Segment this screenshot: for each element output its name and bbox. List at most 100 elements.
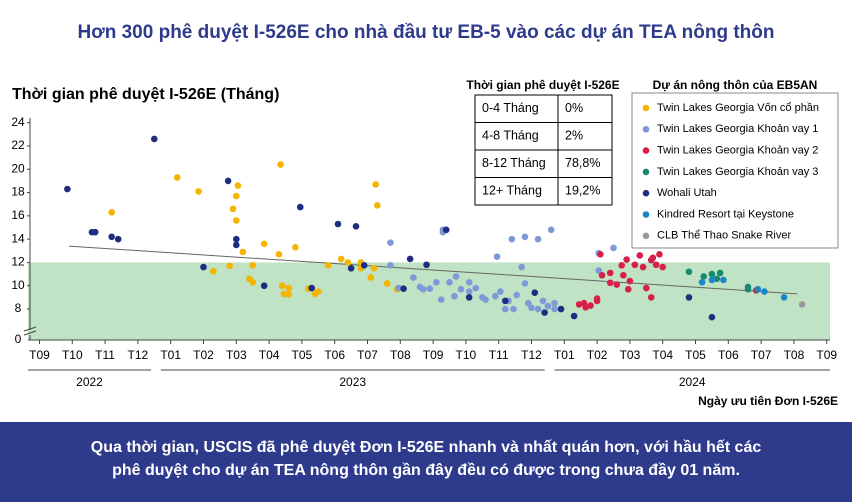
y-tick-label: 14 xyxy=(11,231,25,245)
year-label: 2024 xyxy=(679,375,706,389)
legend-title: Dự án nông thôn của EB5AN xyxy=(653,78,818,92)
x-tick-label: T03 xyxy=(620,348,641,362)
point xyxy=(649,254,657,262)
point xyxy=(374,202,381,209)
point xyxy=(626,277,634,285)
table-cell: 0% xyxy=(565,101,583,115)
point xyxy=(631,261,639,269)
y-tick-label: 22 xyxy=(11,138,25,152)
point xyxy=(400,285,407,292)
year-label: 2022 xyxy=(76,375,103,389)
point xyxy=(708,276,716,284)
y-axis-title: Thời gian phê duyệt I-526E (Tháng) xyxy=(12,86,279,103)
point xyxy=(275,250,283,258)
point xyxy=(685,294,693,301)
point xyxy=(352,223,360,230)
point xyxy=(232,192,240,200)
point xyxy=(410,274,417,281)
point xyxy=(720,276,727,284)
point xyxy=(372,181,379,188)
point xyxy=(232,217,240,224)
point xyxy=(551,305,558,313)
legend-marker xyxy=(642,168,650,176)
x-tick-label: T12 xyxy=(521,348,542,362)
point xyxy=(423,261,430,269)
point xyxy=(493,253,501,260)
point xyxy=(210,267,217,275)
x-tick-label: T01 xyxy=(160,348,181,362)
x-tick-label: T05 xyxy=(292,348,313,362)
point xyxy=(311,290,319,298)
point xyxy=(451,292,458,300)
x-tick-label: T11 xyxy=(489,348,509,362)
point xyxy=(547,226,555,234)
table-title: Thời gian phê duyệt I-526E xyxy=(466,78,619,92)
point xyxy=(557,305,565,313)
point xyxy=(232,241,240,249)
point xyxy=(606,279,614,287)
point xyxy=(195,188,202,195)
point xyxy=(534,235,542,243)
point xyxy=(636,252,644,259)
point xyxy=(387,262,394,269)
x-tick-label: T04 xyxy=(259,348,280,362)
point xyxy=(64,185,71,193)
year-label: 2023 xyxy=(339,375,366,389)
point xyxy=(716,269,724,277)
point xyxy=(173,174,181,181)
legend-marker xyxy=(642,104,650,112)
point xyxy=(593,297,601,305)
point xyxy=(659,263,667,271)
legend-marker xyxy=(642,232,650,240)
axis-break xyxy=(23,330,37,336)
point xyxy=(419,285,427,293)
y-tick-label: 20 xyxy=(11,161,25,175)
legend-label: CLB Thể Thao Snake River xyxy=(657,230,791,242)
point xyxy=(150,135,158,143)
x-tick-label: T10 xyxy=(456,348,477,362)
y-tick-label: 0 xyxy=(15,332,22,346)
chart-title: Hơn 300 phê duyệt I-526E cho nhà đầu tư … xyxy=(78,22,775,43)
x-tick-label: T05 xyxy=(685,348,706,362)
point xyxy=(395,284,402,292)
point xyxy=(744,285,752,293)
axis-break xyxy=(23,326,37,332)
point xyxy=(497,288,504,295)
x-tick-label: T09 xyxy=(29,348,50,362)
point xyxy=(613,281,621,288)
x-tick-label: T12 xyxy=(128,348,149,362)
point xyxy=(200,263,207,271)
legend-label: Twin Lakes Georgia Khoản vay 3 xyxy=(657,166,818,178)
x-tick-label: T06 xyxy=(324,348,345,362)
point xyxy=(700,273,708,280)
point xyxy=(539,297,547,305)
point xyxy=(226,262,234,270)
point xyxy=(761,288,768,295)
point xyxy=(260,240,268,248)
point xyxy=(544,302,552,310)
point xyxy=(308,284,316,292)
table-cell: 4-8 Tháng xyxy=(482,129,539,143)
point xyxy=(618,262,626,269)
legend-label: Wohali Utah xyxy=(657,187,717,199)
point xyxy=(534,305,542,313)
x-tick-label: T11 xyxy=(95,348,115,362)
point xyxy=(708,270,716,278)
point xyxy=(465,288,473,295)
point xyxy=(501,305,509,313)
x-tick-label: T09 xyxy=(816,348,837,362)
point xyxy=(528,304,535,312)
highlight-band xyxy=(28,262,830,340)
legend-marker xyxy=(642,211,650,218)
point xyxy=(426,285,434,292)
y-tick-label: 24 xyxy=(11,115,25,129)
point xyxy=(582,303,589,311)
point xyxy=(501,297,509,305)
point xyxy=(234,182,242,189)
point xyxy=(446,278,453,286)
legend-frame xyxy=(631,92,839,249)
point xyxy=(510,305,517,313)
x-tick-label: T09 xyxy=(423,348,444,362)
x-tick-label: T02 xyxy=(587,348,608,362)
point xyxy=(337,255,345,263)
